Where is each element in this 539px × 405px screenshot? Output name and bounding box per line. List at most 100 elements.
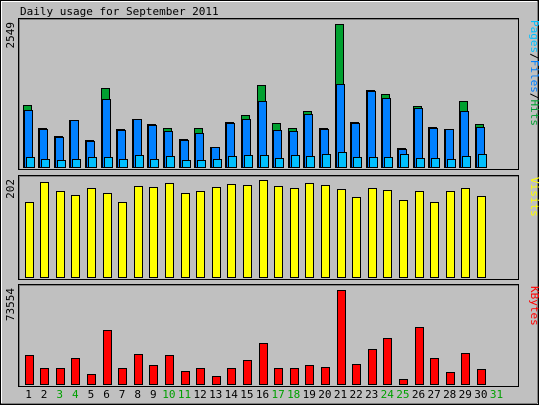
x-tick-label-day-29: 29 [459, 388, 472, 401]
x-tick-label-day-2: 2 [41, 388, 48, 401]
y-max-label-visits: 202 [4, 179, 17, 199]
x-tick-label-day-13: 13 [209, 388, 222, 401]
x-tick-label-day-4: 4 [72, 388, 79, 401]
bar-kbytes-day-2 [40, 368, 49, 385]
x-tick-label-day-30: 30 [474, 388, 487, 401]
bar-visits-day-25 [399, 200, 408, 278]
bar-pages-day-27 [431, 158, 440, 168]
bar-kbytes-day-26 [415, 327, 424, 385]
bar-kbytes-day-20 [321, 367, 330, 385]
x-axis-day-labels: 1 2 3 4 5 6 7 8 9 10 11 12 13 14 15 16 17 18 19 20 21 22 23 24 2… [25, 388, 503, 401]
legend-item-hits_files_pages-0: Pages [528, 20, 539, 53]
x-tick-label-day-20: 20 [318, 388, 331, 401]
bar-kbytes-day-14 [227, 368, 236, 385]
x-tick-label-day-7: 7 [119, 388, 126, 401]
x-tick-label-day-27: 27 [427, 388, 440, 401]
bar-pages-day-24 [384, 157, 393, 168]
bar-pages-day-15 [244, 155, 253, 168]
y-max-label-hits_files_pages: 2549 [4, 22, 17, 49]
bar-visits-day-2 [40, 182, 49, 278]
bar-kbytes-day-21 [337, 290, 346, 385]
bar-kbytes-day-6 [103, 330, 112, 385]
bar-pages-day-13 [213, 159, 222, 168]
panel-frame-kbytes [18, 284, 519, 387]
x-tick-label-day-5: 5 [88, 388, 95, 401]
bar-visits-day-9 [149, 187, 158, 278]
bar-kbytes-day-4 [71, 358, 80, 385]
bar-pages-day-5 [88, 157, 97, 168]
bar-pages-day-25 [400, 154, 409, 168]
bar-visits-day-23 [368, 188, 377, 278]
x-tick-label-day-21: 21 [334, 388, 347, 401]
bar-pages-day-28 [447, 159, 456, 168]
legend-kbytes: KBytes [528, 286, 539, 326]
bar-visits-day-20 [321, 185, 330, 278]
bar-kbytes-day-3 [56, 368, 65, 385]
bar-kbytes-day-7 [118, 368, 127, 385]
chart-title: Daily usage for September 2011 [20, 5, 219, 18]
bar-kbytes-day-15 [243, 360, 252, 385]
bar-pages-day-29 [462, 156, 471, 168]
bar-kbytes-day-22 [352, 364, 361, 385]
bar-pages-day-12 [197, 160, 206, 168]
panels: 2549 Pages/Files/Hits 202 Visits 73554 KBytes [4, 18, 539, 387]
bar-visits-day-6 [103, 193, 112, 278]
bar-visits-day-15 [243, 185, 252, 278]
bar-kbytes-day-24 [383, 338, 392, 385]
bar-visits-day-17 [274, 186, 283, 278]
bar-visits-day-1 [25, 202, 34, 278]
y-max-label-kbytes: 73554 [4, 288, 17, 321]
bar-kbytes-day-19 [305, 365, 314, 385]
bar-visits-day-7 [118, 202, 127, 278]
bar-visits-day-14 [227, 184, 236, 278]
bar-visits-day-16 [259, 180, 268, 278]
bar-pages-day-22 [353, 157, 362, 168]
bar-visits-day-3 [56, 191, 65, 278]
bar-pages-day-8 [135, 155, 144, 168]
bar-pages-day-11 [182, 160, 191, 168]
x-tick-label-day-10: 10 [162, 388, 175, 401]
bar-files-day-23 [367, 91, 376, 168]
x-tick-label-day-28: 28 [443, 388, 456, 401]
bar-visits-day-19 [305, 183, 314, 278]
bar-pages-day-2 [41, 159, 50, 168]
bar-pages-day-9 [150, 159, 159, 168]
bar-visits-day-4 [71, 195, 80, 278]
bar-kbytes-day-23 [368, 349, 377, 385]
legend-item-kbytes-0: KBytes [528, 286, 539, 326]
bar-pages-day-26 [416, 158, 425, 168]
bar-kbytes-day-16 [259, 343, 268, 385]
legend-item-hits_files_pages-4: Hits [528, 100, 539, 127]
bar-pages-day-3 [57, 160, 66, 168]
bar-pages-day-17 [275, 158, 284, 168]
bar-pages-day-23 [369, 157, 378, 168]
bar-kbytes-day-30 [477, 369, 486, 385]
bar-visits-day-29 [461, 188, 470, 278]
x-tick-label-day-3: 3 [56, 388, 63, 401]
bar-kbytes-day-13 [212, 376, 221, 385]
x-tick-label-day-17: 17 [271, 388, 284, 401]
bar-visits-day-13 [212, 187, 221, 278]
bar-visits-day-10 [165, 183, 174, 278]
bar-visits-day-21 [337, 189, 346, 278]
x-tick-label-day-16: 16 [256, 388, 269, 401]
bar-kbytes-day-10 [165, 355, 174, 385]
bar-visits-day-8 [134, 186, 143, 278]
legend-hits_files_pages: Pages/Files/Hits [528, 20, 539, 126]
legend-item-visits-0: Visits [528, 177, 539, 217]
bar-kbytes-day-11 [181, 371, 190, 385]
bar-pages-day-6 [104, 157, 113, 168]
x-tick-label-day-9: 9 [150, 388, 157, 401]
x-tick-label-day-23: 23 [365, 388, 378, 401]
panel-kbytes: 73554 KBytes [4, 284, 539, 387]
bar-pages-day-19 [306, 156, 315, 168]
bar-pages-day-16 [260, 155, 269, 168]
bar-pages-day-10 [166, 156, 175, 168]
x-tick-label-day-19: 19 [303, 388, 316, 401]
bar-visits-day-5 [87, 188, 96, 278]
bar-pages-day-30 [478, 154, 487, 168]
bar-visits-day-28 [446, 191, 455, 278]
bar-pages-day-1 [26, 157, 35, 168]
bar-kbytes-day-8 [134, 354, 143, 385]
bar-pages-day-4 [72, 159, 81, 168]
